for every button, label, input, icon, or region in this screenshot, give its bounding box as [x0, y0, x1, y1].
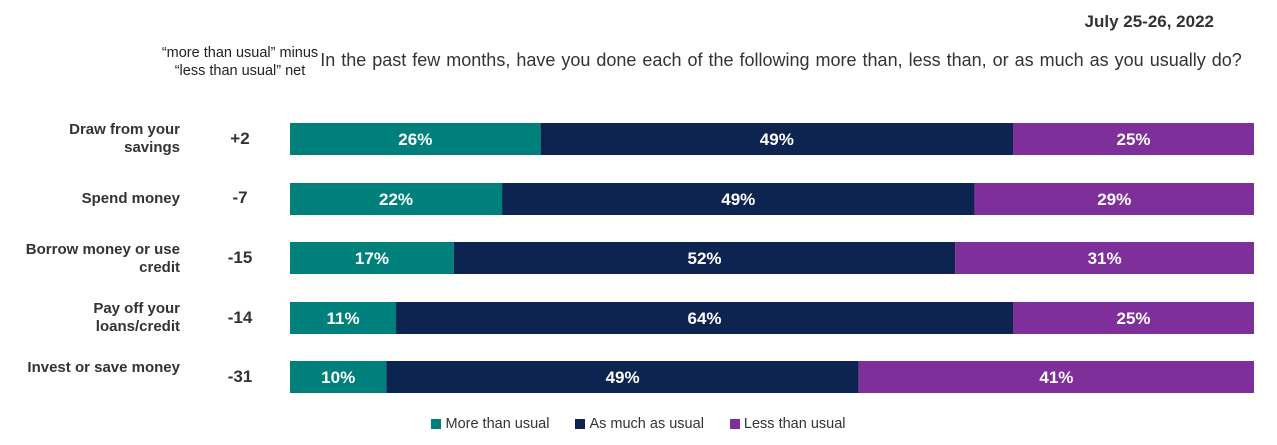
- bar-more-1: [290, 183, 503, 215]
- survey-date: July 25-26, 2022: [1084, 12, 1214, 31]
- net-value-2: -15: [227, 248, 253, 267]
- bar-label-more-1: 22%: [379, 190, 413, 209]
- row-label-1: Spend money: [81, 190, 180, 207]
- bar-same-1: [502, 183, 975, 215]
- legend-item-same: As much as usual: [575, 416, 704, 432]
- bar-label-less-4: 41%: [1039, 368, 1073, 387]
- legend-label-more: More than usual: [445, 416, 550, 432]
- legend-label-same: As much as usual: [589, 416, 704, 432]
- bar-more-4: [290, 361, 387, 393]
- bar-label-same-1: 49%: [721, 190, 755, 209]
- bar-less-2: [955, 242, 1254, 274]
- row-label-2: Borrow money or use credit: [25, 241, 180, 276]
- bar-less-4: [858, 361, 1254, 393]
- bar-label-more-0: 26%: [398, 130, 432, 149]
- bar-less-3: [1013, 302, 1254, 334]
- net-value-3: -14: [227, 308, 253, 327]
- legend-swatch-less: [729, 419, 740, 429]
- bar-less-0: [1013, 123, 1254, 155]
- bar-same-0: [540, 123, 1013, 155]
- bar-label-more-4: 10%: [321, 368, 355, 387]
- bar-less-1: [974, 183, 1254, 215]
- bar-more-3: [290, 302, 397, 334]
- net-value-1: -7: [232, 188, 248, 207]
- bar-label-same-2: 52%: [688, 249, 722, 268]
- bar-label-same-4: 49%: [606, 368, 640, 387]
- bar-label-same-3: 64%: [688, 309, 722, 328]
- chart-title: In the past few months, have you done ea…: [320, 50, 1242, 70]
- row-label-4: Invest or save money: [27, 359, 180, 376]
- row-label-3: Pay off your loans/credit: [93, 300, 180, 335]
- bar-more-2: [290, 242, 454, 274]
- legend-item-less: Less than usual: [729, 416, 846, 432]
- legend-swatch-more: [431, 419, 442, 429]
- bar-same-2: [453, 242, 956, 274]
- bar-more-0: [290, 123, 541, 155]
- bar-label-same-0: 49%: [760, 130, 794, 149]
- bar-same-3: [396, 302, 1013, 334]
- net-column-caption: “more than usual” minus “less than usual…: [161, 45, 319, 79]
- bar-label-more-2: 17%: [355, 249, 389, 268]
- legend-label-less: Less than usual: [743, 416, 846, 432]
- legend-swatch-same: [575, 419, 586, 429]
- bar-label-less-1: 29%: [1097, 190, 1131, 209]
- bar-label-less-3: 25%: [1116, 309, 1150, 328]
- bar-label-less-0: 25%: [1116, 130, 1150, 149]
- bar-label-less-2: 31%: [1088, 249, 1122, 268]
- chart-legend: More than usual As much as usual Less th…: [0, 416, 1277, 432]
- net-value-4: -31: [227, 367, 253, 386]
- row-label-0: Draw from your savings: [69, 121, 180, 156]
- net-value-0: +2: [230, 129, 250, 148]
- bar-label-more-3: 11%: [326, 309, 359, 328]
- stacked-bar-chart: 26% 49% 25% 22% 49% 29% 17% 52% 31% 11% 64% 25% 10% 4…: [290, 123, 1254, 393]
- bar-same-4: [386, 361, 859, 393]
- legend-item-more: More than usual: [431, 416, 549, 432]
